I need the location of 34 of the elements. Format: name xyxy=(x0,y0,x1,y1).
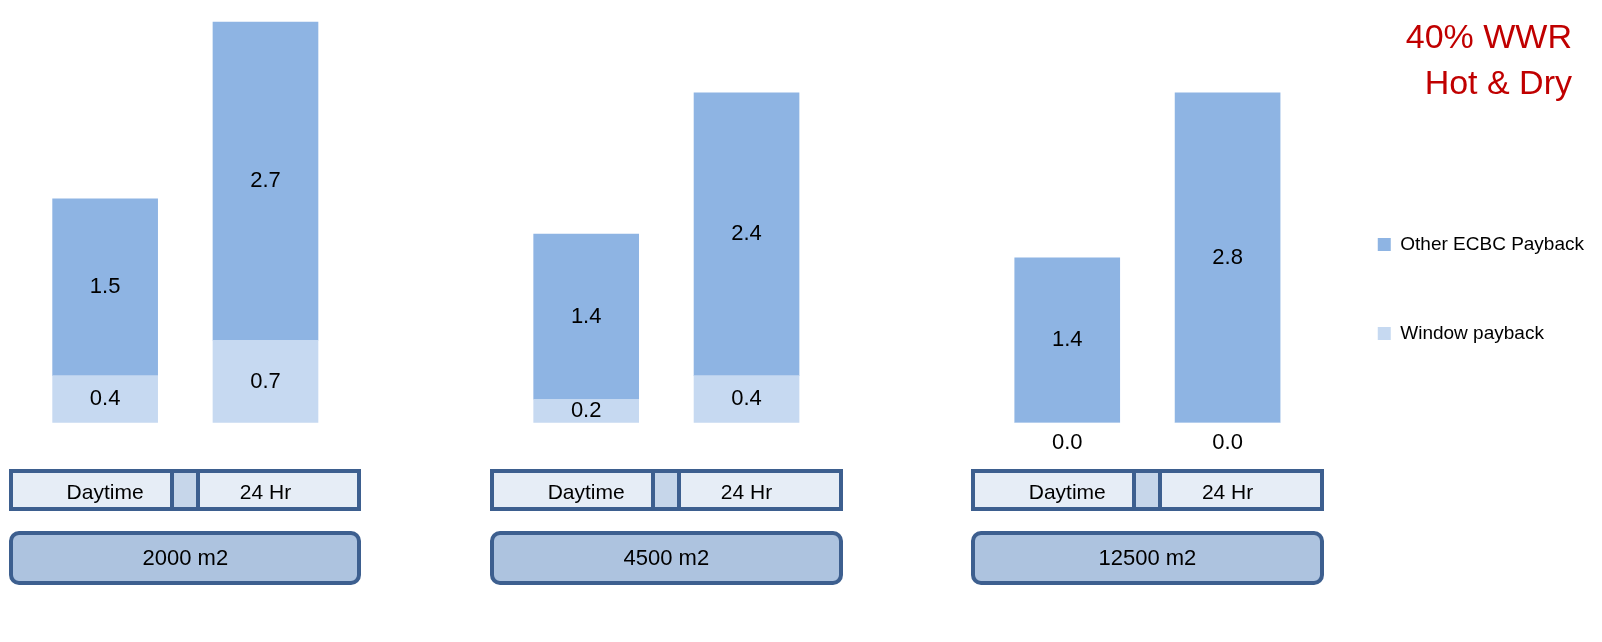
x-tick-label: Daytime xyxy=(1028,480,1106,504)
bar xyxy=(212,339,319,423)
data-label: 2.4 xyxy=(731,220,762,246)
x-tick-label: 24 Hr xyxy=(1201,480,1254,504)
data-label: 2.7 xyxy=(250,167,281,193)
text: 4500 m2 xyxy=(623,544,710,570)
data-label: 0.0 xyxy=(1051,428,1083,454)
bar xyxy=(1174,92,1281,423)
text: Hot & Dry xyxy=(1424,63,1572,102)
text: 12500 m2 xyxy=(1098,544,1197,570)
data-label: 2.8 xyxy=(1212,243,1243,269)
bar xyxy=(52,375,158,423)
legend-label: Other ECBC Payback xyxy=(1400,232,1585,254)
bar xyxy=(212,21,319,341)
text: 2000 m2 xyxy=(142,544,229,570)
x-tick-label: Daytime xyxy=(66,480,144,504)
data-label: 1.5 xyxy=(89,273,121,299)
bar xyxy=(693,375,800,423)
text: 40% WWR xyxy=(1405,17,1572,56)
data-label: 0.2 xyxy=(570,397,602,423)
x-tick-label: 24 Hr xyxy=(720,480,773,504)
data-label: 0.0 xyxy=(1212,428,1243,454)
legend-label: Window payback xyxy=(1400,321,1545,343)
data-label: 0.7 xyxy=(250,367,281,393)
x-tick-label: 24 Hr xyxy=(239,480,292,504)
data-label: 1.4 xyxy=(1051,326,1083,352)
bar xyxy=(1014,257,1121,423)
data-label: 0.4 xyxy=(731,385,762,411)
bar xyxy=(693,92,800,376)
data-label: 1.4 xyxy=(570,302,602,328)
x-tick-label: Daytime xyxy=(547,480,625,504)
bar xyxy=(52,198,158,376)
data-label: 0.4 xyxy=(89,385,121,411)
bar xyxy=(533,233,640,400)
